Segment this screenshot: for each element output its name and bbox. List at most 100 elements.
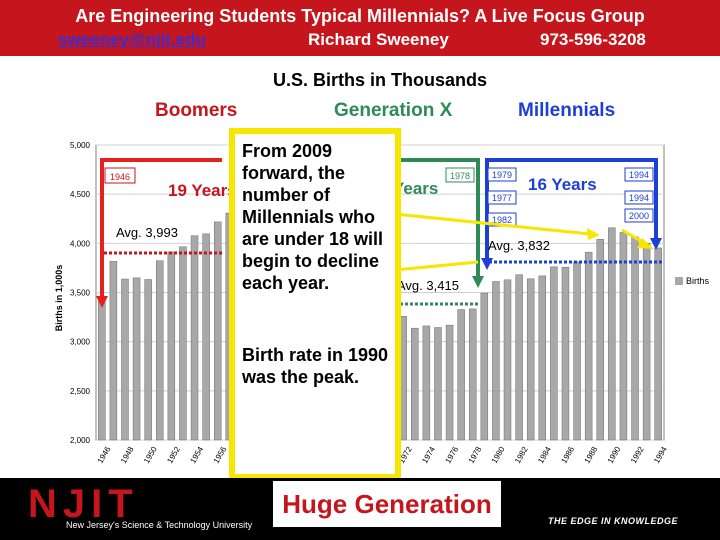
x-tick-label: 1984 [536, 445, 553, 465]
bar-1991 [619, 232, 628, 441]
boomers-start-box [104, 167, 136, 184]
logo-subtitle: New Jersey's Science & Technology Univer… [66, 520, 253, 530]
x-tick-label: 1992 [629, 445, 646, 465]
bar-1950 [144, 279, 152, 441]
millennials-alt-start-box-1 [487, 190, 517, 205]
y-tick-label: 4,000 [70, 239, 91, 248]
boomers-bracket [100, 158, 222, 300]
boomers-start-year: 1946 [110, 172, 130, 182]
callout-text-peak: Birth rate in 1990 was the peak. [242, 345, 389, 387]
millennials-alt-end-year-1: 1994 [629, 193, 649, 203]
x-tick-label: 1946 [96, 445, 113, 465]
bar-1983 [526, 278, 535, 441]
x-tick-label: 1976 [443, 445, 460, 465]
callout-arrowhead-1 [587, 228, 600, 240]
bar-1980 [492, 281, 500, 441]
y-tick-label: 2,500 [70, 387, 91, 396]
x-tick-label: 1986 [559, 445, 576, 465]
callout-arrow-2 [394, 260, 479, 272]
y-axis-label: Births in 1,000s [54, 265, 64, 332]
y-tick-label: 2,000 [70, 436, 91, 445]
bar-1949 [132, 277, 141, 441]
bar-1992 [631, 236, 639, 441]
millennials-years: 16 Years [528, 175, 597, 194]
x-tick-label: 1982 [513, 445, 530, 465]
x-tick-label: 1974 [420, 445, 437, 465]
generation-label-boomers: Boomers [155, 100, 238, 121]
bar-1990 [608, 227, 616, 441]
millennials-alt-end-box-2 [624, 208, 654, 223]
generation-label-millennials: Millennials [518, 100, 616, 121]
millennials-start-box [487, 167, 517, 182]
bar-1975 [434, 327, 442, 441]
bar-1955 [202, 233, 210, 441]
presentation-title: Are Engineering Students Typical Millenn… [75, 6, 645, 26]
bar-1973 [411, 327, 419, 441]
bar-1977 [457, 309, 465, 441]
x-tick-label: 1952 [165, 445, 182, 465]
genx-end-year: 1978 [450, 171, 470, 181]
bar-1993 [642, 243, 651, 441]
bar-1988 [584, 251, 593, 441]
bar-1974 [422, 325, 431, 441]
bar-1986 [561, 266, 570, 441]
callout-arrow-1 [394, 212, 591, 236]
millennials-alt-end-year-2: 2000 [629, 211, 649, 221]
x-tick-label: 1948 [119, 445, 136, 465]
millennials-alt-end-box-1 [624, 190, 654, 205]
bar-1979 [480, 292, 489, 441]
boomers-arrowhead [96, 296, 108, 308]
millennials-arrowhead-right [650, 238, 662, 250]
bar-1953 [179, 246, 187, 441]
generation-label-genx: Generation X [334, 100, 453, 121]
y-tick-label: 3,000 [70, 338, 91, 347]
bar-1948 [121, 278, 129, 441]
phone-number: 973-596-3208 [540, 30, 646, 49]
bar-1984 [538, 275, 547, 441]
x-tick-label: 1954 [188, 445, 205, 465]
genx-bracket [390, 158, 480, 278]
y-tick-label: 4,500 [70, 190, 91, 199]
callout-text-decline: From 2009 forward, the number of Millenn… [242, 141, 384, 293]
boomers-years: 19 Years [168, 181, 237, 200]
bar-1982 [515, 274, 523, 441]
boomers-avg: Avg. 3,993 [116, 225, 178, 240]
millennials-start-year: 1979 [492, 170, 512, 180]
genx-end-box [445, 167, 475, 183]
genx-arrowhead [472, 276, 484, 288]
x-tick-label: 1950 [142, 445, 159, 465]
email-link[interactable]: sweeney@njit.edu [58, 30, 206, 49]
millennials-alt-start-year-1: 1977 [492, 193, 512, 203]
bar-1976 [445, 324, 454, 441]
genx-avg: Avg. 3,415 [397, 278, 459, 293]
bar-1987 [573, 261, 581, 441]
slide-title: U.S. Births in Thousands [272, 70, 487, 90]
x-tick-label: 1994 [652, 445, 669, 465]
genx-years: Years [393, 179, 438, 198]
bar-1951 [156, 260, 164, 441]
huge-generation-label: Huge Generation [282, 489, 492, 519]
bar-1985 [550, 266, 558, 441]
header-bar: Are Engineering Students Typical Millenn… [0, 0, 720, 56]
legend-label: Births [686, 276, 710, 286]
bar-1994 [654, 247, 662, 441]
presenter-name: Richard Sweeney [308, 30, 449, 49]
millennials-avg: Avg. 3,832 [488, 238, 550, 253]
y-tick-label: 5,000 [70, 141, 91, 150]
bar-1989 [596, 239, 604, 441]
x-tick-label: 1990 [606, 445, 623, 465]
x-tick-label: 1956 [212, 445, 229, 465]
footer-tagline: THE EDGE IN KNOWLEDGE [548, 516, 679, 526]
bar-1956 [213, 221, 222, 441]
x-tick-label: 1980 [490, 445, 507, 465]
njit-logo: NJIT [28, 482, 139, 526]
millennials-alt-start-year-2: 1982 [492, 215, 512, 225]
bar-1981 [503, 279, 512, 441]
bar-1947 [109, 261, 118, 441]
bar-1946 [98, 301, 106, 441]
legend-swatch [675, 277, 683, 285]
bar-1954 [190, 235, 199, 441]
millennials-bracket [485, 158, 658, 262]
x-tick-label: 1988 [583, 445, 600, 465]
x-tick-label: 1978 [467, 445, 484, 465]
